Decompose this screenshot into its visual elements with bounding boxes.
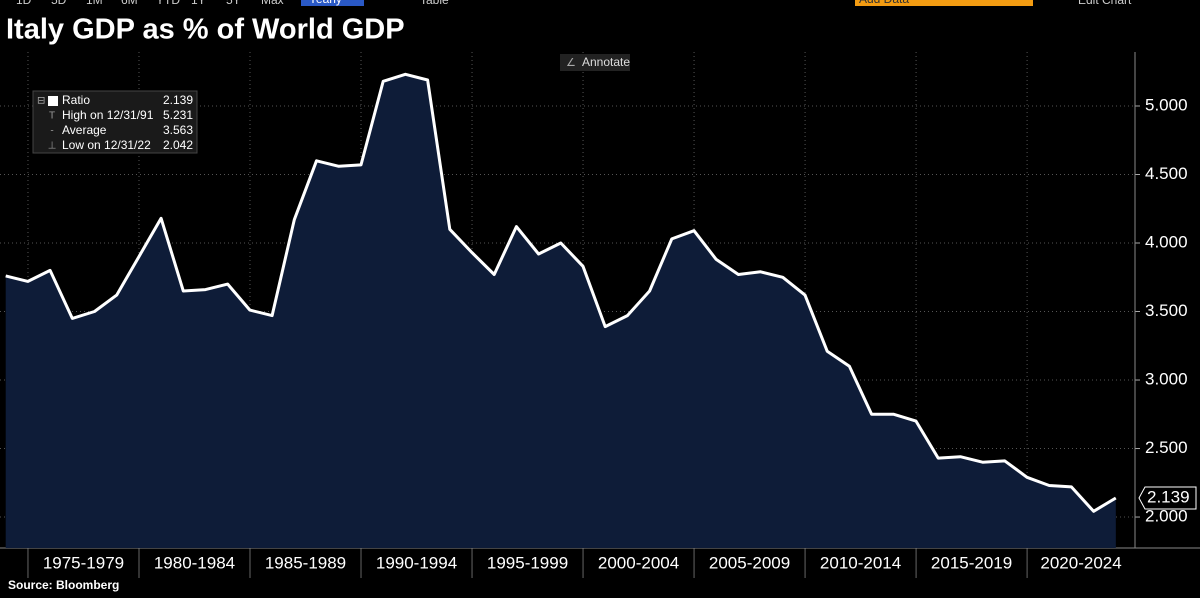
source: Source: Bloomberg <box>8 578 119 592</box>
range-button[interactable]: 5D <box>51 0 67 7</box>
last-value-label: 2.139 <box>1147 487 1190 506</box>
legend-value: 2.042 <box>163 138 193 152</box>
legend-label: High on 12/31/91 <box>62 108 154 122</box>
annotate-icon: ∠ <box>566 57 576 69</box>
x-period-label: 1995-1999 <box>487 553 568 572</box>
range-button[interactable]: 1M <box>86 0 103 7</box>
legend-icon: ⊥ <box>48 141 57 152</box>
legend-value: 5.231 <box>163 108 193 122</box>
x-period-label: 2000-2004 <box>598 553 679 572</box>
y-tick-label: 4.500 <box>1145 164 1188 183</box>
y-tick-label: 3.000 <box>1145 370 1188 389</box>
last-value-tag <box>1138 486 1197 510</box>
range-button[interactable]: 1D <box>16 0 32 7</box>
legend-icon: T <box>49 111 55 122</box>
x-period-label: 1985-1989 <box>265 553 346 572</box>
edit-chart-button[interactable]: Edit Chart <box>1078 0 1132 7</box>
legend-collapse: ⊟ <box>37 96 45 107</box>
range-button[interactable]: 5Y <box>226 0 241 7</box>
annotate-button-bg[interactable] <box>560 54 630 71</box>
x-period-label: 2010-2014 <box>820 553 901 572</box>
legend-label: Low on 12/31/22 <box>62 138 151 152</box>
y-tick-label: 2.000 <box>1145 507 1188 526</box>
range-button[interactable]: YTD <box>156 0 180 7</box>
legend-label: Average <box>62 123 107 137</box>
range-button[interactable]: 6M <box>121 0 138 7</box>
range-button[interactable]: Max <box>261 0 284 7</box>
annotate-button[interactable]: Annotate <box>582 55 630 69</box>
range-button[interactable]: 1Y <box>191 0 206 7</box>
x-period-label: 1990-1994 <box>376 553 457 572</box>
table-button[interactable]: Table <box>420 0 449 7</box>
area <box>5 74 1116 549</box>
legend-value: 2.139 <box>163 93 193 107</box>
y-tick-label: 3.500 <box>1145 301 1188 320</box>
y-tick-label: 5.000 <box>1145 95 1188 114</box>
y-tick-label: 2.500 <box>1145 438 1188 457</box>
frequency-button[interactable]: Yearly <box>301 0 364 6</box>
add-data-input[interactable]: Add Data <box>855 0 1033 6</box>
x-period-label: 1980-1984 <box>154 553 235 572</box>
legend-icon: - <box>50 126 53 137</box>
y-tick-label: 4.000 <box>1145 232 1188 251</box>
legend-value: 3.563 <box>163 123 193 137</box>
legend-box <box>32 90 198 154</box>
line <box>5 72 1117 513</box>
x-period-label: 1975-1979 <box>43 553 124 572</box>
legend-swatch <box>48 96 58 106</box>
chart-title: Italy GDP as % of World GDP <box>6 14 405 46</box>
legend-label: Ratio <box>62 93 90 107</box>
x-period-label: 2020-2024 <box>1040 553 1121 572</box>
x-period-label: 2015-2019 <box>931 553 1012 572</box>
toolbar: 1D 5D 1M 6M YTD 1Y 5Y Max Yearly Table Add Data Edi… <box>0 0 1200 8</box>
x-period-label: 2005-2009 <box>709 553 790 572</box>
